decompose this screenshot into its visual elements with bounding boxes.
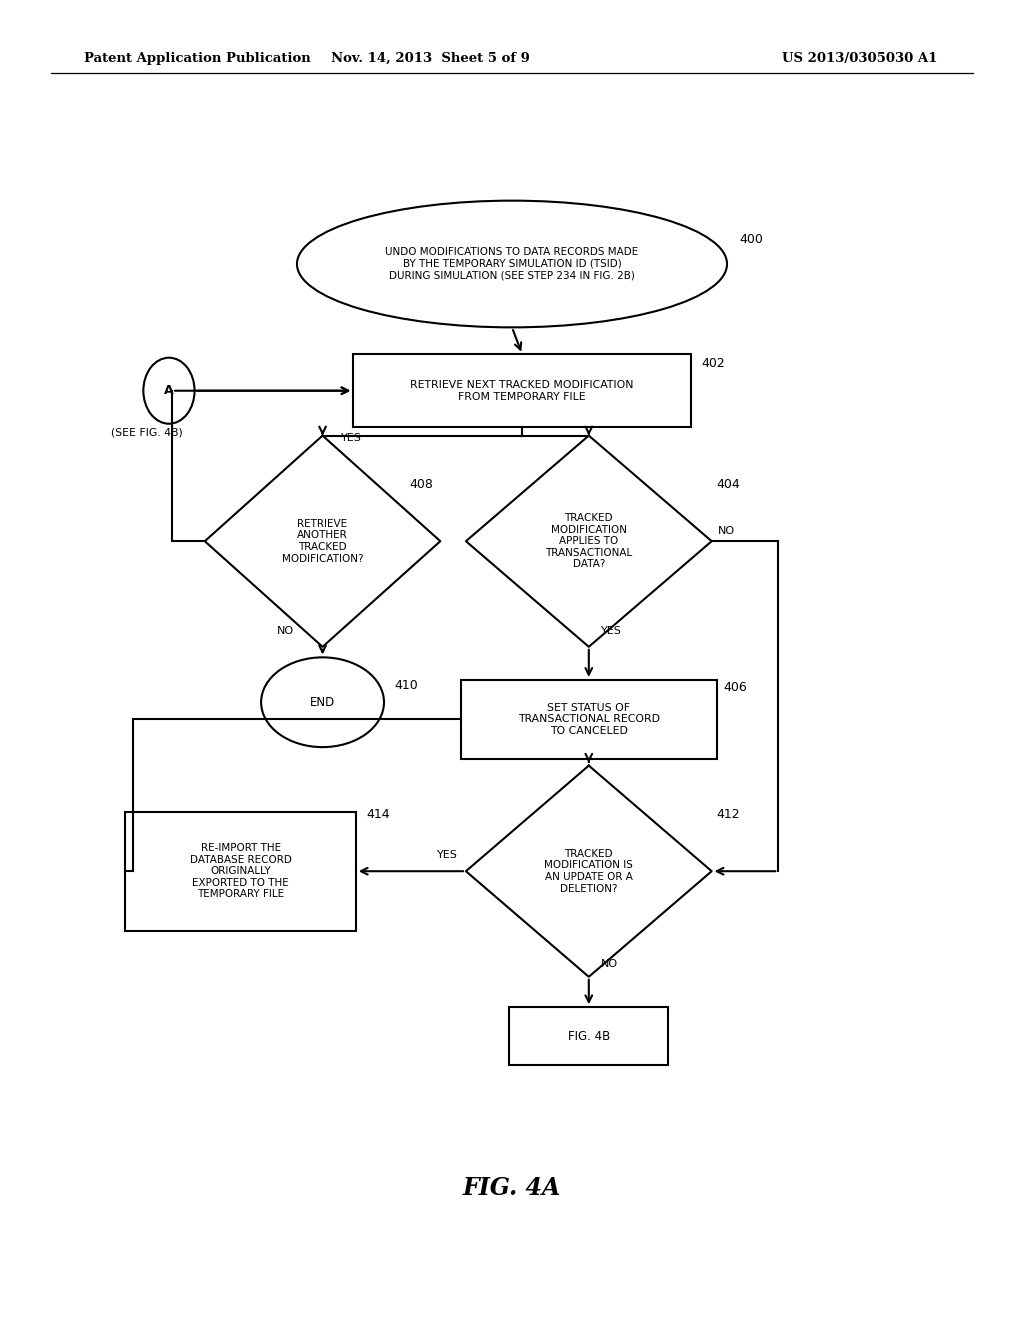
Text: 408: 408 <box>410 478 433 491</box>
Text: (SEE FIG. 4B): (SEE FIG. 4B) <box>111 428 182 438</box>
Text: RE-IMPORT THE
DATABASE RECORD
ORIGINALLY
EXPORTED TO THE
TEMPORARY FILE: RE-IMPORT THE DATABASE RECORD ORIGINALLY… <box>189 843 292 899</box>
Bar <box>125 812 356 931</box>
Text: YES: YES <box>437 850 458 861</box>
Text: NO: NO <box>601 958 618 969</box>
Bar <box>353 354 691 428</box>
Text: 410: 410 <box>394 678 418 692</box>
Text: END: END <box>310 696 335 709</box>
Text: RETRIEVE NEXT TRACKED MODIFICATION
FROM TEMPORARY FILE: RETRIEVE NEXT TRACKED MODIFICATION FROM … <box>411 380 634 401</box>
Text: US 2013/0305030 A1: US 2013/0305030 A1 <box>782 51 938 65</box>
Text: YES: YES <box>341 433 361 442</box>
Text: Patent Application Publication: Patent Application Publication <box>84 51 310 65</box>
Bar <box>461 680 717 759</box>
Text: YES: YES <box>601 626 622 636</box>
Text: 400: 400 <box>739 232 763 246</box>
Text: 402: 402 <box>701 356 725 370</box>
Text: RETRIEVE
ANOTHER
TRACKED
MODIFICATION?: RETRIEVE ANOTHER TRACKED MODIFICATION? <box>282 519 364 564</box>
Text: 412: 412 <box>717 808 740 821</box>
Text: 404: 404 <box>717 478 740 491</box>
Bar <box>509 1007 668 1065</box>
Text: A: A <box>164 384 174 397</box>
Text: FIG. 4A: FIG. 4A <box>463 1176 561 1200</box>
Text: SET STATUS OF
TRANSACTIONAL RECORD
TO CANCELED: SET STATUS OF TRANSACTIONAL RECORD TO CA… <box>518 702 659 737</box>
Text: NO: NO <box>276 626 294 636</box>
Text: 414: 414 <box>367 808 390 821</box>
Text: NO: NO <box>718 525 735 536</box>
Text: TRACKED
MODIFICATION
APPLIES TO
TRANSACTIONAL
DATA?: TRACKED MODIFICATION APPLIES TO TRANSACT… <box>545 513 633 569</box>
Text: TRACKED
MODIFICATION IS
AN UPDATE OR A
DELETION?: TRACKED MODIFICATION IS AN UPDATE OR A D… <box>545 849 633 894</box>
Text: Nov. 14, 2013  Sheet 5 of 9: Nov. 14, 2013 Sheet 5 of 9 <box>331 51 529 65</box>
Text: FIG. 4B: FIG. 4B <box>567 1030 610 1043</box>
Text: 406: 406 <box>723 681 746 694</box>
Text: UNDO MODIFICATIONS TO DATA RECORDS MADE
BY THE TEMPORARY SIMULATION ID (TSID)
DU: UNDO MODIFICATIONS TO DATA RECORDS MADE … <box>385 247 639 281</box>
